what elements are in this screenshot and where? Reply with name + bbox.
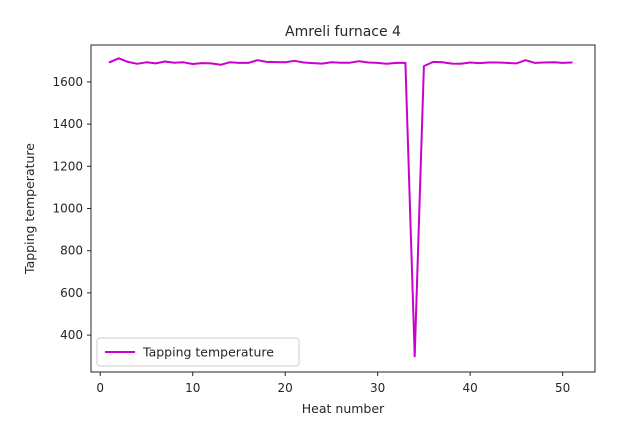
plot-frame xyxy=(90,44,596,373)
data-point xyxy=(339,61,342,64)
data-point xyxy=(312,62,314,65)
data-point xyxy=(117,57,120,60)
x-tick-label: 30 xyxy=(370,381,385,395)
data-point xyxy=(201,62,203,65)
y-tick-label: 400 xyxy=(60,328,83,342)
y-axis-label: Tapping temperature xyxy=(22,143,37,275)
data-point xyxy=(127,60,129,63)
y-tick-label: 800 xyxy=(60,244,83,258)
data-point xyxy=(543,61,546,64)
data-point xyxy=(376,62,379,64)
data-point xyxy=(561,62,564,64)
data-point xyxy=(358,60,361,63)
data-point xyxy=(293,59,296,62)
data-point xyxy=(469,61,472,64)
y-tick-label: 1400 xyxy=(52,117,83,131)
y-tick-label: 1200 xyxy=(52,159,83,173)
data-point xyxy=(441,61,444,64)
data-point xyxy=(284,61,287,64)
data-point xyxy=(330,61,333,64)
data-point xyxy=(321,62,324,65)
data-point xyxy=(413,355,416,358)
data-point xyxy=(136,62,139,65)
data-point xyxy=(496,61,499,64)
x-tick-label: 20 xyxy=(278,381,293,395)
data-point xyxy=(164,60,166,63)
data-point xyxy=(275,61,277,63)
data-point xyxy=(154,62,157,65)
legend-label: Tapping temperature xyxy=(142,345,274,360)
data-point xyxy=(108,61,111,64)
data-point xyxy=(367,61,370,64)
data-point xyxy=(191,63,194,65)
series-line xyxy=(109,57,572,358)
x-tick-label: 40 xyxy=(463,381,478,395)
x-tick-label: 0 xyxy=(96,381,104,395)
data-point xyxy=(487,61,490,64)
data-point xyxy=(265,60,268,63)
data-point xyxy=(145,61,148,64)
data-point xyxy=(515,62,518,65)
data-point xyxy=(450,62,453,65)
data-point xyxy=(228,61,231,64)
data-point xyxy=(173,61,176,64)
data-point xyxy=(182,61,185,64)
data-point xyxy=(533,62,536,64)
data-point xyxy=(432,60,435,63)
data-point xyxy=(552,61,555,64)
data-point xyxy=(302,61,305,64)
data-point xyxy=(506,62,509,64)
data-point xyxy=(395,62,398,64)
chart-title: Amreli furnace 4 xyxy=(285,24,401,40)
data-point xyxy=(404,62,407,64)
y-tick-label: 600 xyxy=(60,286,83,300)
data-point xyxy=(247,62,250,64)
y-tick-label: 1600 xyxy=(52,75,83,89)
x-axis-label: Heat number xyxy=(302,401,385,416)
y-tick-label: 1000 xyxy=(52,202,83,216)
data-point xyxy=(478,62,481,65)
data-point xyxy=(219,63,222,66)
ticks-layer: 0 10 20 30 40 50 400 600 800 1000 1200 1400 1600 xyxy=(52,75,570,395)
data-point xyxy=(238,62,240,64)
x-tick-label: 10 xyxy=(185,381,200,395)
data-point xyxy=(349,61,351,64)
series-layer xyxy=(108,57,573,358)
data-point xyxy=(460,62,462,65)
data-point xyxy=(386,62,388,65)
data-point xyxy=(256,59,259,62)
x-tick-label: 50 xyxy=(555,381,570,395)
data-point xyxy=(570,61,573,64)
legend-box xyxy=(96,337,300,367)
legend: Tapping temperature xyxy=(96,337,300,367)
data-point xyxy=(423,65,425,67)
y-axis-label-group: Tapping temperature xyxy=(22,143,37,275)
data-point xyxy=(524,59,527,62)
data-point xyxy=(210,62,213,65)
